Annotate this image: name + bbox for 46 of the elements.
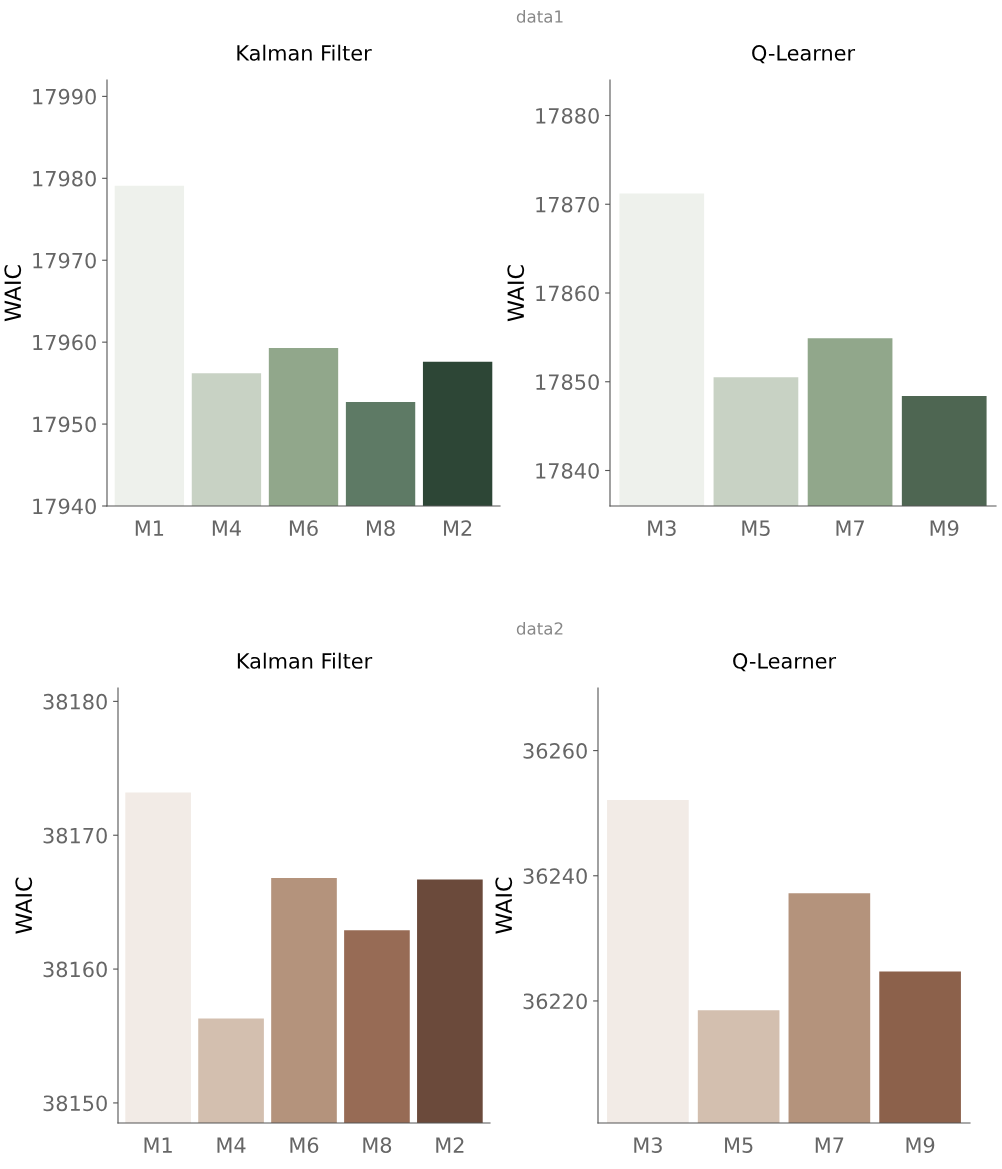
y-tick-label: 17970 — [33, 252, 96, 269]
chart-title: Q-Learner — [752, 45, 856, 64]
y-tick-label: 36240 — [523, 868, 587, 884]
x-tick-label: M3 — [648, 520, 676, 537]
y-tick-label: 17950 — [33, 416, 96, 433]
y-tick-label: 17940 — [33, 498, 96, 515]
x-tick-label: M6 — [289, 520, 318, 537]
y-tick-label: 17860 — [536, 285, 599, 302]
y-tick-label: 38170 — [43, 827, 107, 844]
chart-title: Q-Learner — [733, 653, 837, 672]
chart-title: Kalman Filter — [237, 44, 372, 61]
x-tick-label: M9 — [906, 1137, 935, 1154]
y-tick-label: 17840 — [536, 462, 599, 479]
x-tick-label: M1 — [135, 520, 164, 536]
y-tick-label: 17850 — [536, 374, 599, 390]
x-tick-label: M4 — [217, 1137, 246, 1153]
y-tick-label: 17980 — [33, 170, 96, 187]
x-tick-label: M8 — [363, 1137, 392, 1154]
x-tick-label: M5 — [742, 520, 770, 537]
x-tick-label: M2 — [436, 1137, 464, 1153]
x-tick-label: M8 — [366, 520, 395, 537]
x-tick-label: M3 — [634, 1137, 662, 1154]
y-tick-label: 38160 — [43, 961, 107, 978]
y-axis-title: WAIC — [4, 265, 22, 322]
chart-title: Kalman Filter — [237, 652, 373, 669]
x-tick-label: M7 — [836, 520, 864, 536]
x-tick-label: M6 — [290, 1137, 319, 1154]
x-tick-label: M5 — [725, 1137, 753, 1154]
text: data1 — [516, 9, 563, 23]
text: data2 — [516, 621, 563, 635]
y-tick-label: 36260 — [523, 743, 587, 759]
x-tick-label: M1 — [144, 1137, 172, 1153]
y-tick-label: 38180 — [43, 693, 107, 710]
x-tick-label: M7 — [815, 1137, 844, 1153]
x-tick-label: M9 — [930, 520, 959, 537]
y-tick-label: 17880 — [536, 107, 599, 124]
x-tick-label: M4 — [212, 520, 241, 536]
y-axis-title: WAIC — [507, 265, 525, 322]
y-tick-label: 17870 — [536, 196, 599, 213]
y-tick-label: 17990 — [33, 88, 96, 105]
y-tick-label: 38150 — [43, 1095, 107, 1112]
x-tick-label: M2 — [444, 520, 472, 536]
y-tick-label: 36220 — [523, 993, 587, 1010]
y-axis-title: WAIC — [15, 877, 33, 934]
y-axis-title: WAIC — [495, 877, 513, 934]
y-tick-label: 17960 — [33, 334, 96, 351]
